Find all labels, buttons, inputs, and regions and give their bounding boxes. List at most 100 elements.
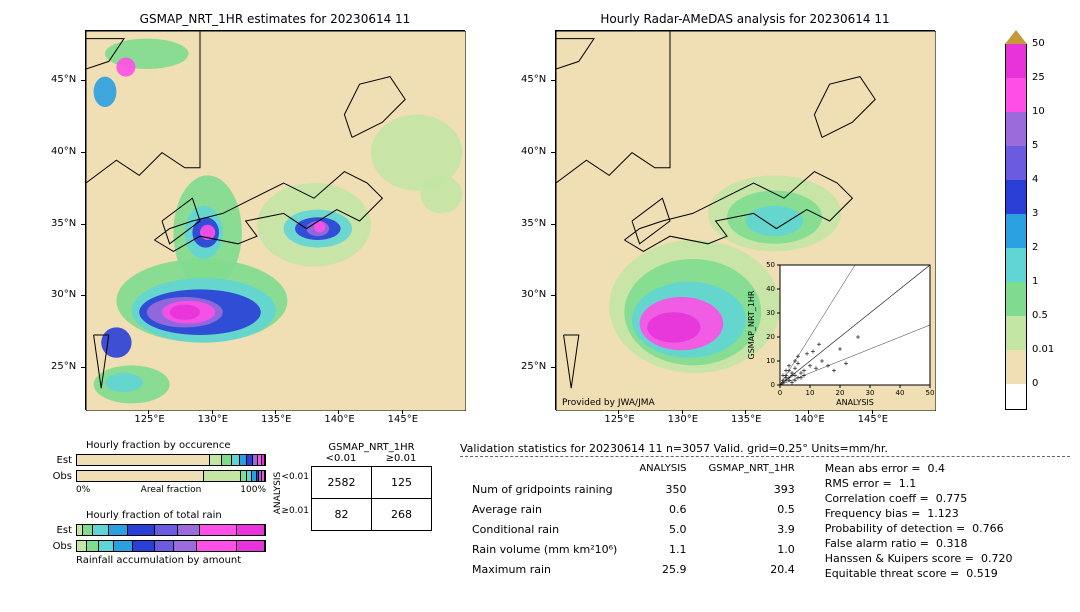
stackedbar-segment (93, 525, 108, 535)
validation-row-name: Num of gridpoints raining (462, 480, 627, 498)
colorbar-segment (1005, 180, 1027, 214)
stackedbar-row-label: Est (50, 525, 76, 536)
validation-stat: Equitable threat score = 0.519 (825, 566, 1013, 581)
validation-cell: 1.0 (699, 541, 805, 559)
validation-col-header: ANALYSIS (629, 463, 696, 478)
right-map-title: Hourly Radar-AMeDAS analysis for 2023061… (555, 12, 935, 26)
lat-tick-label: 35°N (51, 218, 76, 229)
validation-stat: Probability of detection = 0.766 (825, 521, 1013, 536)
lat-tick-label: 45°N (521, 74, 546, 85)
validation-title: Validation statistics for 20230614 11 n=… (460, 442, 1070, 455)
occurrence-bars: Hourly fraction by occurenceEstObs 0% Ar… (50, 440, 266, 497)
stackedbar-row-label: Est (50, 455, 76, 466)
validation-stat: Correlation coeff = 0.775 (825, 491, 1013, 506)
right-map: Provided by JWA/JMA001010202030304040505… (555, 30, 935, 410)
lat-tick-label: 30°N (51, 289, 76, 300)
validation-stat: RMS error = 1.1 (825, 476, 1013, 491)
svg-text:40: 40 (766, 285, 775, 293)
svg-text:Provided by JWA/JMA: Provided by JWA/JMA (562, 398, 655, 408)
stackedbar-segment (237, 525, 265, 535)
colorbar-segment (1005, 146, 1027, 180)
stackedbar-row-label: Obs (50, 471, 76, 482)
stackedbar-segment (128, 525, 156, 535)
validation-col-header: GSMAP_NRT_1HR (699, 463, 805, 478)
lat-tick-label: 25°N (51, 361, 76, 372)
lon-tick-label: 145°E (858, 414, 888, 425)
colorbar-tick-label: 3 (1032, 208, 1038, 219)
svg-text:0: 0 (771, 381, 775, 389)
validation-row-name: Rain volume (mm km²10⁶) (462, 541, 627, 559)
contab-row-label: <0.01 (281, 472, 309, 482)
colorbar-tick-label: 25 (1032, 72, 1045, 83)
stackedbar-segment (174, 541, 196, 551)
stackedbar-segment (99, 541, 114, 551)
svg-text:20: 20 (836, 389, 845, 397)
colorbar-tick-label: 4 (1032, 174, 1038, 185)
validation-cell: 20.4 (699, 561, 805, 579)
colorbar-segment (1005, 214, 1027, 248)
stackedbar-segment (178, 525, 200, 535)
colorbar (1005, 30, 1027, 410)
colorbar-segment (1005, 384, 1027, 410)
validation-cell: 3.9 (699, 520, 805, 538)
svg-text:50: 50 (766, 261, 775, 269)
stackedbar-segment (133, 541, 155, 551)
stackedbar-segment (114, 541, 133, 551)
colorbar-tick-label: 1 (1032, 276, 1038, 287)
totalrain-bars: Hourly fraction of total rainEstObsRainf… (50, 510, 266, 566)
validation-stat: Hanssen & Kuipers score = 0.720 (825, 551, 1013, 566)
contab-col-label: <0.01 (311, 453, 371, 464)
stackedbar-segment (200, 525, 237, 535)
validation-stat: Mean abs error = 0.4 (825, 461, 1013, 476)
colorbar-segment (1005, 78, 1027, 112)
validation-stats: Validation statistics for 20230614 11 n=… (460, 442, 1070, 581)
validation-stat: False alarm ratio = 0.318 (825, 536, 1013, 551)
validation-row-name: Conditional rain (462, 520, 627, 538)
lon-tick-label: 125°E (134, 414, 164, 425)
stackedbar-segment (222, 455, 232, 465)
contab-col-title: GSMAP_NRT_1HR (311, 442, 432, 453)
colorbar-tick-label: 2 (1032, 242, 1038, 253)
stackedbar (76, 470, 266, 482)
svg-text:30: 30 (866, 389, 875, 397)
lat-tick-label: 25°N (521, 361, 546, 372)
colorbar-segment (1005, 248, 1027, 282)
validation-table: ANALYSISGSMAP_NRT_1HR Num of gridpoints r… (460, 461, 807, 581)
lon-tick-label: 130°E (668, 414, 698, 425)
validation-row-name: Average rain (462, 500, 627, 518)
validation-row-name: Maximum rain (462, 561, 627, 579)
stackedbar-segment (232, 455, 240, 465)
stackedbar (76, 454, 266, 466)
svg-text:ANALYSIS: ANALYSIS (836, 398, 874, 407)
stackedbar-segment (237, 541, 265, 551)
stackedbar-segment (155, 525, 177, 535)
validation-statlist: Mean abs error = 0.4RMS error = 1.1Corre… (825, 461, 1013, 581)
lat-tick-label: 30°N (521, 289, 546, 300)
stackedbar-segment (204, 471, 241, 481)
colorbar-tick-label: 5 (1032, 140, 1038, 151)
left-map (85, 30, 465, 410)
validation-cell: 393 (699, 480, 805, 498)
stackedbar-segment (109, 525, 128, 535)
colorbar-tick-label: 0 (1032, 378, 1038, 389)
stackedbar-segment (77, 455, 210, 465)
stackedbar-segment (77, 471, 204, 481)
left-map-title: GSMAP_NRT_1HR estimates for 20230614 11 (85, 12, 465, 26)
lon-tick-label: 145°E (388, 414, 418, 425)
lon-tick-label: 135°E (731, 414, 761, 425)
validation-stat: Frequency bias = 1.123 (825, 506, 1013, 521)
lon-tick-label: 125°E (604, 414, 634, 425)
validation-cell: 0.5 (699, 500, 805, 518)
svg-text:30: 30 (766, 309, 775, 317)
stackedbar-segment (77, 541, 87, 551)
stackedbar (76, 540, 266, 552)
stackedbar-segment (87, 541, 99, 551)
colorbar-segment (1005, 112, 1027, 146)
lon-tick-label: 130°E (198, 414, 228, 425)
stackedbar-segment (155, 541, 174, 551)
stackedbar-title: Hourly fraction of total rain (86, 510, 266, 521)
colorbar-segment (1005, 44, 1027, 78)
colorbar-over-arrow (1005, 30, 1027, 44)
svg-text:20: 20 (766, 333, 775, 341)
lat-tick-label: 35°N (521, 218, 546, 229)
